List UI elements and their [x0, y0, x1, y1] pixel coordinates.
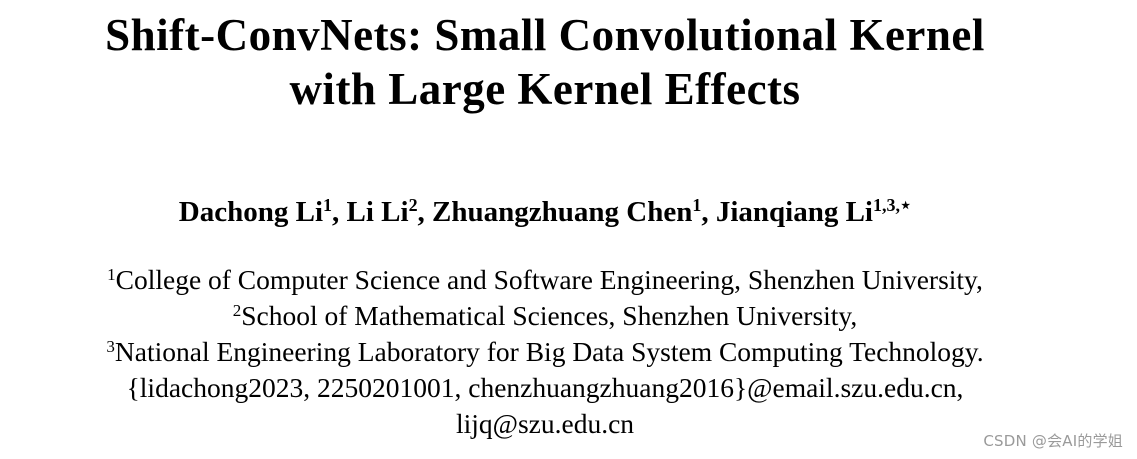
author-affiliation-mark: 1: [323, 195, 332, 216]
affiliation-text: College of Computer Science and Software…: [115, 264, 983, 295]
affiliation-mark: 3: [106, 336, 115, 356]
affiliation-text: National Engineering Laboratory for Big …: [114, 336, 984, 367]
author-name: Zhuangzhuang Chen: [432, 196, 693, 228]
author-affiliation-mark: 1,3,⋆: [873, 195, 912, 216]
affiliations: 1College of Computer Science and Softwar…: [0, 262, 1090, 442]
affiliation-3: 3National Engineering Laboratory for Big…: [0, 334, 1090, 370]
affiliation-1: 1College of Computer Science and Softwar…: [0, 262, 1090, 298]
author-separator: ,: [332, 196, 347, 228]
author-separator: ,: [701, 196, 716, 228]
affiliation-mark: 1: [107, 264, 116, 284]
author-affiliation-mark: 1: [692, 195, 702, 216]
author-name: Li Li: [346, 196, 409, 228]
email-line-2: lijq@szu.edu.cn: [455, 408, 635, 439]
affiliation-2: 2School of Mathematical Sciences, Shenzh…: [0, 298, 1090, 334]
author-separator: ,: [417, 196, 433, 228]
affiliation-mark: 2: [232, 300, 242, 320]
email-line-1: {lidachong2023, 2250201001, chenzhuangzh…: [126, 372, 964, 403]
title-line-1: Shift-ConvNets: Small Convolutional Kern…: [105, 10, 985, 60]
author-list: Dachong Li1, Li Li2, Zhuangzhuang Chen1,…: [0, 194, 1090, 230]
csdn-watermark: CSDN @会AI的学姐: [983, 432, 1123, 450]
affiliation-text: School of Mathematical Sciences, Shenzhe…: [241, 300, 858, 331]
author-name: Jianqiang Li: [715, 196, 873, 228]
author-affiliation-mark: 2: [408, 195, 418, 216]
paper-title: Shift-ConvNets: Small Convolutional Kern…: [0, 8, 1090, 116]
title-line-2: with Large Kernel Effects: [289, 64, 801, 114]
author-name: Dachong Li: [178, 196, 324, 228]
